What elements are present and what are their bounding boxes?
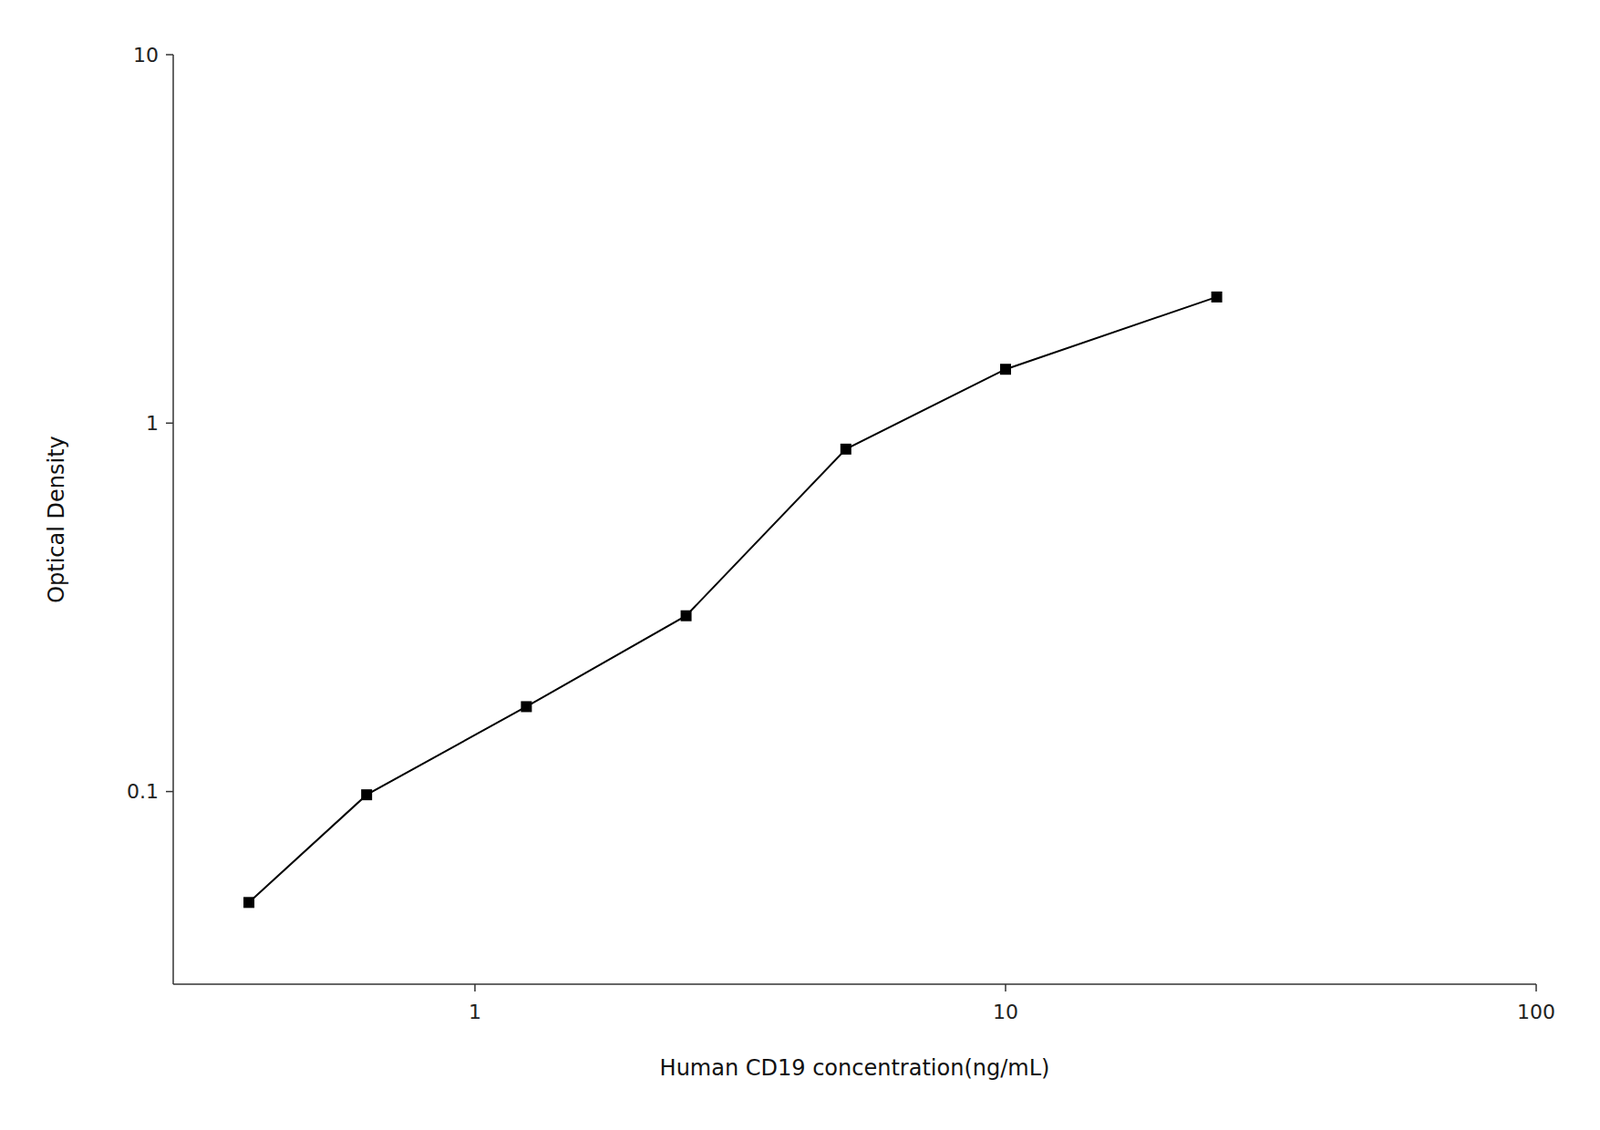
x-tick-label: 1	[468, 1001, 482, 1024]
x-tick	[1004, 984, 1007, 992]
x-tick-label: 100	[1517, 1001, 1556, 1024]
y-tick-label: 1	[145, 412, 159, 435]
chart-container: 1 10 100 0.1 1 10 Human CD19 concentration(ng/…	[0, 0, 1600, 1130]
data-point	[243, 897, 255, 909]
data-point	[361, 789, 372, 801]
y-tick	[165, 791, 174, 794]
background	[0, 0, 1600, 1130]
data-line	[248, 297, 1218, 903]
y-tick-label: 0.1	[126, 780, 159, 804]
y-tick	[165, 423, 174, 425]
x-tick	[474, 984, 476, 992]
plot-area	[243, 291, 1223, 909]
data-point	[520, 701, 532, 713]
data-point	[840, 443, 852, 455]
x-tick	[1535, 984, 1538, 992]
data-point	[681, 610, 692, 622]
y-tick	[165, 53, 174, 56]
x-tick-label: 10	[992, 1001, 1019, 1024]
data-point	[1211, 291, 1223, 303]
data-point	[1000, 363, 1012, 375]
y-axis-line	[172, 54, 175, 985]
x-axis-label: Human CD19 concentration(ng/mL)	[660, 1055, 1051, 1082]
y-tick-label: 10	[133, 43, 159, 67]
chart-svg: 1 10 100 0.1 1 10 Human CD19 concentration(ng/…	[0, 0, 1600, 1130]
y-axis-label: Optical Density	[43, 435, 70, 604]
x-axis-line	[173, 983, 1537, 986]
